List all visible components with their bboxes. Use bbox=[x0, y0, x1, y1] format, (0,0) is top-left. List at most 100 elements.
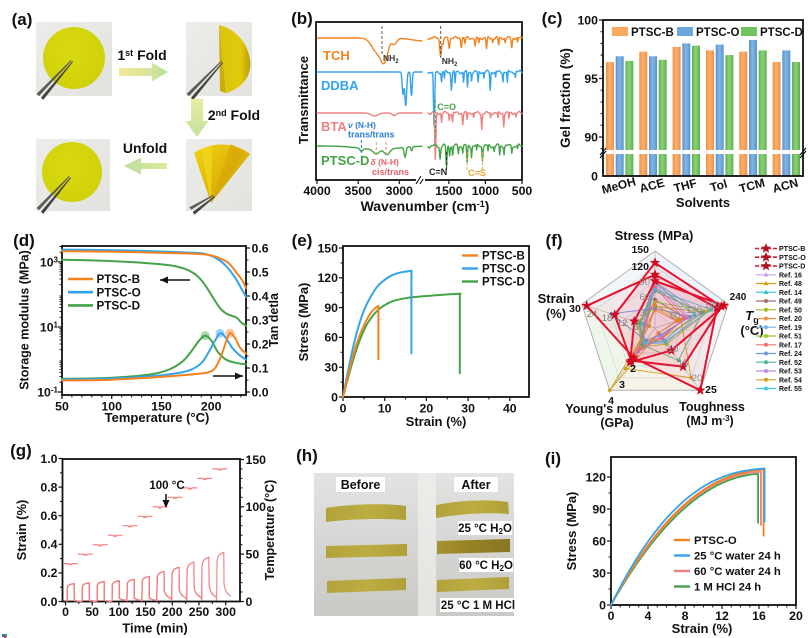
svg-text:(e): (e) bbox=[292, 231, 313, 250]
svg-text:δ (N-H): δ (N-H) bbox=[371, 157, 400, 167]
svg-text:150: 150 bbox=[317, 241, 338, 255]
svg-text:90: 90 bbox=[324, 301, 338, 315]
svg-text:Strain (%): Strain (%) bbox=[406, 414, 467, 429]
svg-text:Stress (MPa): Stress (MPa) bbox=[564, 492, 579, 571]
svg-text:PTSC-O: PTSC-O bbox=[482, 264, 526, 276]
svg-text:200: 200 bbox=[201, 400, 222, 414]
svg-text:30: 30 bbox=[569, 303, 581, 315]
svg-text:24: 24 bbox=[587, 309, 598, 320]
svg-text:(b): (b) bbox=[291, 9, 313, 28]
svg-text:90: 90 bbox=[592, 502, 606, 516]
svg-text:Stress (MPa): Stress (MPa) bbox=[615, 228, 694, 243]
svg-text:PTSC-B: PTSC-B bbox=[631, 27, 674, 39]
svg-text:12: 12 bbox=[617, 318, 628, 329]
svg-text:0: 0 bbox=[331, 390, 338, 404]
svg-text:10: 10 bbox=[668, 344, 679, 355]
svg-text:(MJ m-3): (MJ m-3) bbox=[686, 414, 733, 428]
svg-text:6: 6 bbox=[633, 322, 638, 333]
svg-text:120: 120 bbox=[686, 305, 702, 316]
svg-text:250: 250 bbox=[189, 605, 210, 619]
svg-text:200: 200 bbox=[162, 605, 183, 619]
svg-text:Ref. 52: Ref. 52 bbox=[779, 360, 802, 367]
svg-text:Ref. 20: Ref. 20 bbox=[779, 316, 802, 323]
svg-text:60 °C water 24 h: 60 °C water 24 h bbox=[694, 566, 781, 578]
svg-text:Unfold: Unfold bbox=[123, 140, 167, 156]
svg-text:3: 3 bbox=[619, 379, 625, 391]
svg-text:C=S: C=S bbox=[468, 168, 486, 178]
svg-text:PTSC-O: PTSC-O bbox=[779, 254, 806, 262]
svg-text:TCM: TCM bbox=[738, 176, 767, 196]
svg-text:PTSC-D: PTSC-D bbox=[779, 263, 805, 271]
svg-text:60: 60 bbox=[324, 331, 338, 345]
svg-text:3500: 3500 bbox=[345, 184, 373, 198]
svg-text:120: 120 bbox=[631, 261, 649, 273]
svg-text:DDBA: DDBA bbox=[321, 78, 359, 93]
svg-text:0: 0 bbox=[62, 605, 69, 619]
svg-text:Ref. 49: Ref. 49 bbox=[779, 299, 802, 306]
svg-text:40: 40 bbox=[503, 402, 517, 416]
svg-text:PTSC-D: PTSC-D bbox=[482, 277, 525, 289]
svg-text:Tan detla: Tan detla bbox=[267, 292, 281, 347]
svg-text:1500: 1500 bbox=[435, 184, 463, 198]
svg-text:0.5: 0.5 bbox=[252, 265, 269, 279]
svg-text:25 °C 1 M HCl: 25 °C 1 M HCl bbox=[441, 600, 515, 612]
svg-text:PTSC-D: PTSC-D bbox=[321, 153, 369, 168]
svg-text:60: 60 bbox=[639, 292, 650, 303]
svg-text:Toughness: Toughness bbox=[679, 400, 745, 414]
svg-text:100: 100 bbox=[101, 400, 122, 414]
svg-text:BTA: BTA bbox=[321, 119, 347, 134]
svg-text:Tg: Tg bbox=[745, 308, 758, 325]
svg-text:TCH: TCH bbox=[323, 48, 350, 63]
svg-text:C=N: C=N bbox=[429, 167, 447, 177]
svg-text:ACE: ACE bbox=[638, 176, 666, 196]
svg-text:Young's modulus: Young's modulus bbox=[565, 402, 668, 416]
svg-text:300: 300 bbox=[215, 605, 236, 619]
svg-text:Strain (%): Strain (%) bbox=[672, 621, 733, 636]
svg-text:PTSC-D: PTSC-D bbox=[97, 300, 141, 313]
svg-text:0.0: 0.0 bbox=[40, 595, 57, 609]
svg-text:180: 180 bbox=[704, 300, 720, 311]
svg-text:NH2: NH2 bbox=[383, 53, 399, 65]
svg-text:240: 240 bbox=[730, 292, 747, 303]
svg-text:0.4: 0.4 bbox=[40, 538, 57, 552]
svg-text:Strain (%): Strain (%) bbox=[14, 500, 29, 561]
svg-text:(g): (g) bbox=[10, 441, 32, 460]
svg-text:PTSC-B: PTSC-B bbox=[97, 273, 141, 286]
svg-text:8: 8 bbox=[682, 609, 689, 623]
svg-text:Wavenumber (cm-1): Wavenumber (cm-1) bbox=[361, 198, 490, 214]
svg-text:0.6: 0.6 bbox=[252, 241, 269, 255]
svg-text:(i): (i) bbox=[545, 449, 561, 468]
svg-text:(h): (h) bbox=[296, 446, 318, 465]
svg-text:PTSC-O: PTSC-O bbox=[694, 535, 737, 547]
svg-text:Ref. 17: Ref. 17 bbox=[779, 342, 802, 349]
svg-text:1 M HCl 24 h: 1 M HCl 24 h bbox=[694, 582, 761, 594]
svg-text:12: 12 bbox=[715, 609, 729, 623]
svg-text:PTSC-B: PTSC-B bbox=[482, 251, 525, 263]
svg-text:After: After bbox=[461, 478, 490, 492]
svg-text:100: 100 bbox=[246, 500, 267, 514]
svg-text:18: 18 bbox=[602, 313, 613, 324]
svg-text:30: 30 bbox=[592, 566, 606, 580]
svg-text:100: 100 bbox=[109, 605, 130, 619]
svg-text:25 °C water 24 h: 25 °C water 24 h bbox=[694, 551, 781, 563]
svg-text:500: 500 bbox=[512, 184, 533, 198]
svg-text:20: 20 bbox=[789, 609, 803, 623]
svg-text:Gel fraction (%): Gel fraction (%) bbox=[558, 48, 573, 148]
svg-text:1.0: 1.0 bbox=[40, 452, 57, 466]
svg-text:25: 25 bbox=[705, 384, 717, 396]
svg-text:NH2: NH2 bbox=[442, 56, 458, 68]
svg-text:120: 120 bbox=[585, 470, 606, 484]
svg-text:ν (N-H): ν (N-H) bbox=[348, 120, 376, 130]
svg-text:cis/trans: cis/trans bbox=[372, 167, 409, 177]
svg-text:Tol: Tol bbox=[709, 177, 729, 195]
svg-text:(a): (a) bbox=[12, 10, 33, 29]
svg-text:Ref. 53: Ref. 53 bbox=[779, 369, 802, 376]
svg-text:150: 150 bbox=[135, 605, 156, 619]
svg-text:20: 20 bbox=[692, 373, 703, 384]
svg-text:95: 95 bbox=[584, 72, 598, 86]
svg-text:PTSC-B: PTSC-B bbox=[779, 245, 805, 253]
svg-text:PTSC-O: PTSC-O bbox=[696, 27, 740, 39]
svg-text:120: 120 bbox=[317, 271, 338, 285]
svg-text:C=O: C=O bbox=[437, 102, 456, 112]
svg-text:Temperature (°C): Temperature (°C) bbox=[105, 410, 210, 425]
